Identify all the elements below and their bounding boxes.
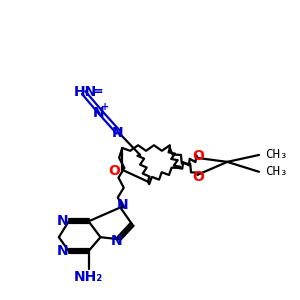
Text: HN: HN xyxy=(74,85,97,98)
Text: N: N xyxy=(116,199,128,212)
Text: N: N xyxy=(110,234,122,248)
Text: O: O xyxy=(108,164,120,178)
Text: N: N xyxy=(112,126,123,140)
Text: O: O xyxy=(193,149,205,163)
Text: O: O xyxy=(193,170,205,184)
Text: CH₃: CH₃ xyxy=(265,148,287,161)
Text: =: = xyxy=(92,85,103,98)
Text: +: + xyxy=(101,102,110,112)
Text: N: N xyxy=(57,244,69,258)
Text: N: N xyxy=(57,214,69,228)
Text: N: N xyxy=(93,106,104,120)
Text: CH₃: CH₃ xyxy=(265,165,287,178)
Text: NH₂: NH₂ xyxy=(74,270,103,284)
